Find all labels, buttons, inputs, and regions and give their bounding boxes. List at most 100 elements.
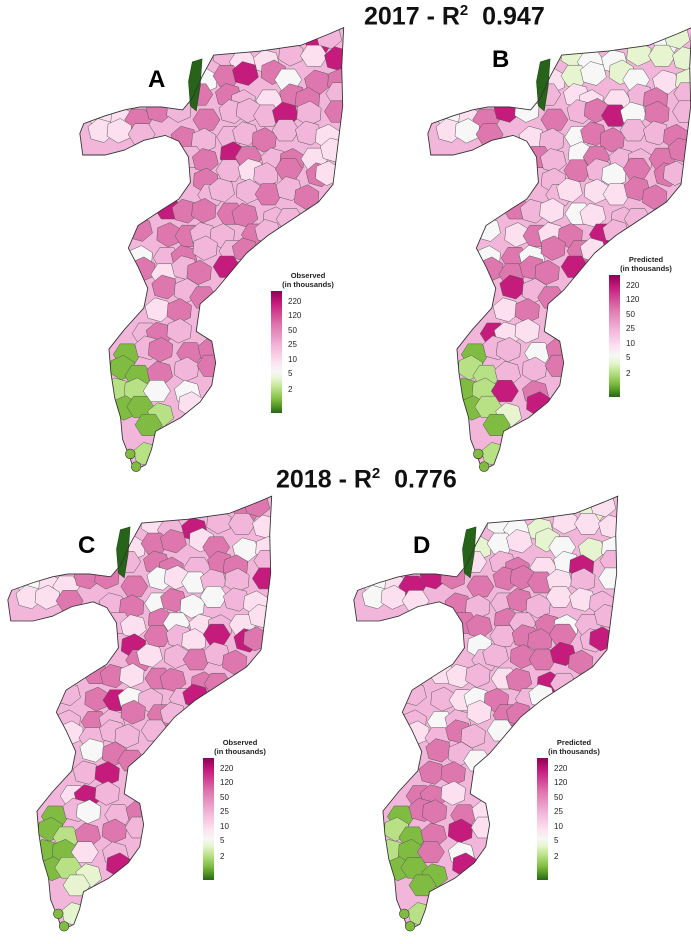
- legend-tick: 50: [554, 793, 563, 802]
- panel-label: B: [492, 46, 510, 73]
- district-region: [70, 841, 99, 863]
- district-region: [489, 625, 518, 647]
- legend-predicted: Predicted (in thousands) 220 120 50 25 10 5 2: [534, 738, 614, 889]
- title-2018: 2018 - R2 0.776: [276, 465, 457, 494]
- district-region: [602, 183, 631, 206]
- legend-tick: 2: [288, 385, 293, 394]
- district-region: [506, 588, 533, 613]
- legend-tick: 220: [288, 297, 302, 306]
- district-region: [79, 738, 107, 763]
- district-region: [466, 575, 495, 598]
- legend-tick: 5: [288, 369, 293, 378]
- district-region: [580, 61, 607, 86]
- legend-tick: 25: [554, 807, 563, 816]
- district-region: [228, 513, 256, 535]
- legend-tick: 50: [220, 793, 229, 802]
- district-region: [151, 274, 179, 300]
- district-region: [142, 380, 171, 402]
- district-region: [160, 588, 187, 613]
- district-region: [253, 550, 272, 572]
- district-region: [223, 587, 250, 612]
- district-region: [120, 699, 146, 725]
- district-region: [418, 760, 446, 785]
- coastal-district: [478, 461, 490, 472]
- panel-b: B Predicted (in thousands) 220 120 50 25 10 5 2: [346, 0, 691, 472]
- district-region: [440, 780, 466, 806]
- district-region: [232, 121, 259, 147]
- title-r2-sup: 2: [459, 2, 469, 19]
- legend-predicted: Predicted (in thousands) 220 120 50 25 10 5 2: [606, 255, 686, 406]
- district-region: [215, 159, 244, 182]
- district-region: [295, 120, 322, 146]
- district-region: [380, 584, 406, 610]
- country-outline: [7, 495, 273, 931]
- district-region: [232, 537, 259, 562]
- panel-label: A: [148, 66, 166, 93]
- district-region: [120, 575, 149, 598]
- legend-tick: 120: [554, 778, 568, 787]
- district-region: [642, 184, 668, 210]
- district-region: [568, 649, 594, 675]
- district-region: [466, 699, 492, 725]
- legend-title: Observed (in thousands): [282, 271, 334, 289]
- legend-colorbar: [609, 275, 620, 397]
- legend-tick: 220: [626, 281, 640, 290]
- panel-a: A Observed (in thousands) 220 120 50 25 10 5 2: [0, 0, 345, 472]
- district-region: [271, 119, 300, 142]
- district-region: [528, 648, 557, 671]
- title-year: 2017: [364, 2, 420, 31]
- legend-tick: 120: [288, 311, 302, 320]
- panel-label: C: [78, 532, 96, 559]
- district-region: [232, 61, 259, 86]
- district-region: [199, 586, 228, 608]
- legend-tick: 220: [220, 764, 234, 773]
- coastal-district: [125, 448, 136, 460]
- legend-tick: 220: [554, 764, 568, 773]
- district-region: [222, 649, 248, 675]
- legend-tick: 50: [288, 326, 297, 335]
- district-region: [143, 625, 172, 647]
- district-region: [304, 69, 331, 95]
- legend-tick: 25: [626, 324, 635, 333]
- district-region: [192, 235, 218, 261]
- district-region: [192, 108, 221, 131]
- district-region: [492, 297, 520, 323]
- district-region: [556, 177, 583, 203]
- district-region: [574, 513, 602, 535]
- district-region: [482, 643, 509, 668]
- district-region: [425, 738, 453, 763]
- legend-tick: 10: [626, 339, 635, 348]
- legend-title: Predicted (in thousands): [620, 255, 672, 273]
- district-region: [580, 121, 607, 147]
- district-region: [563, 159, 592, 182]
- legend-tick: 2: [626, 369, 631, 378]
- district-region: [514, 318, 540, 344]
- legend-colorbar: [203, 758, 214, 880]
- district-region: [166, 318, 192, 344]
- title-year: 2018: [276, 465, 332, 494]
- district-region: [94, 780, 120, 806]
- district-region: [208, 177, 235, 203]
- title-r2-label: R: [353, 465, 372, 494]
- district-region: [578, 537, 605, 562]
- coastal-district: [399, 908, 410, 919]
- legend-tick: 120: [626, 295, 640, 304]
- district-region: [540, 108, 569, 131]
- district-region: [254, 183, 283, 206]
- title-r2-sup: 2: [371, 465, 381, 482]
- map-mozambique: [353, 495, 619, 932]
- legend-colorbar: [271, 291, 282, 413]
- district-region: [490, 380, 519, 402]
- legend-tick: 10: [288, 355, 297, 364]
- district-region: [300, 44, 328, 67]
- legend-tick: 2: [220, 852, 225, 861]
- title-r2-value: 0.776: [394, 465, 457, 494]
- district-region: [540, 235, 566, 261]
- district-region: [160, 529, 187, 554]
- lake-region: [116, 526, 131, 579]
- coastal-district: [130, 461, 142, 472]
- legend-title: Predicted (in thousands): [548, 738, 600, 756]
- district-region: [416, 841, 445, 863]
- map-mozambique: [427, 27, 691, 472]
- panel-label: D: [413, 532, 431, 559]
